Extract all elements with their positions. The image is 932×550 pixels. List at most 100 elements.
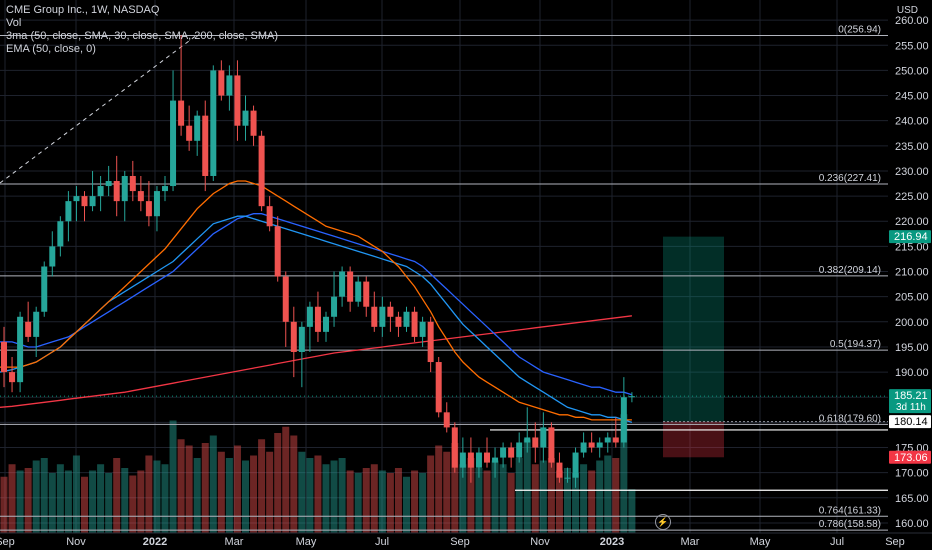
candle-body-22 bbox=[178, 100, 185, 126]
volume-bar-72 bbox=[580, 464, 588, 533]
candle-body-47 bbox=[379, 306, 386, 327]
fib-label-2: 0.382(209.14) bbox=[819, 265, 881, 276]
y-tick-label-12: 220.00 bbox=[895, 216, 929, 228]
ema50-line bbox=[0, 180, 632, 421]
volume-bar-73 bbox=[588, 470, 596, 533]
candle-body-50 bbox=[403, 311, 410, 327]
volume-bar-9 bbox=[72, 455, 80, 533]
candle-body-3 bbox=[25, 321, 32, 337]
price-tag-label-0: 216.94 bbox=[894, 231, 928, 243]
lightning-icon[interactable]: ⚡ bbox=[655, 514, 671, 530]
candle-body-27 bbox=[218, 70, 225, 96]
candle-body-15 bbox=[121, 175, 128, 202]
candle-body-35 bbox=[282, 276, 289, 322]
x-tick-label-1: Nov bbox=[66, 536, 86, 548]
candle-body-55 bbox=[443, 412, 450, 428]
volume-bar-28 bbox=[225, 458, 233, 533]
x-tick-label-9: Mar bbox=[681, 536, 700, 548]
target-zone bbox=[663, 236, 724, 422]
volume-bar-20 bbox=[161, 464, 169, 533]
volume-bar-3 bbox=[24, 468, 32, 533]
x-tick-label-6: Sep bbox=[450, 536, 470, 548]
volume-bar-65 bbox=[523, 439, 531, 533]
candle-body-21 bbox=[170, 100, 177, 187]
candle-body-41 bbox=[331, 296, 338, 317]
volume-bar-76 bbox=[612, 458, 620, 533]
volume-bar-30 bbox=[242, 460, 249, 533]
candle-body-0 bbox=[1, 341, 7, 373]
y-tick-label-1: 165.00 bbox=[895, 493, 929, 505]
candle-body-52 bbox=[419, 321, 426, 337]
volume-bar-74 bbox=[596, 460, 604, 533]
candle-body-39 bbox=[314, 306, 321, 332]
y-tick-label-19: 255.00 bbox=[895, 40, 929, 52]
y-tick-label-2: 170.00 bbox=[895, 468, 929, 480]
volume-indicator-label[interactable]: Vol bbox=[6, 17, 22, 29]
volume-bar-45 bbox=[362, 468, 370, 533]
candle-body-69 bbox=[556, 462, 563, 478]
volume-bar-24 bbox=[193, 458, 201, 533]
volume-bar-34 bbox=[274, 433, 282, 533]
volume-bar-70 bbox=[564, 468, 571, 533]
volume-bar-71 bbox=[572, 473, 580, 533]
candle-body-9 bbox=[73, 196, 80, 202]
candle-body-37 bbox=[298, 326, 305, 352]
candle-body-33 bbox=[266, 206, 273, 227]
volume-bar-21 bbox=[169, 420, 177, 533]
y-tick-label-6: 190.00 bbox=[895, 367, 929, 379]
volume-bar-36 bbox=[290, 435, 298, 533]
candle-body-63 bbox=[508, 447, 515, 458]
volume-bar-75 bbox=[604, 455, 612, 533]
volume-bar-32 bbox=[258, 439, 266, 533]
ema-indicator-label[interactable]: EMA (50, close, 0) bbox=[6, 43, 96, 55]
candle-body-66 bbox=[532, 437, 539, 448]
candle-body-65 bbox=[524, 437, 531, 443]
volume-bar-26 bbox=[209, 435, 217, 533]
volume-bar-61 bbox=[491, 460, 499, 533]
y-tick-label-9: 205.00 bbox=[895, 292, 929, 304]
volume-bar-4 bbox=[32, 460, 40, 533]
volume-bar-11 bbox=[89, 470, 97, 533]
candle-body-1 bbox=[9, 372, 16, 383]
candle-body-59 bbox=[475, 452, 482, 468]
price-tag-label-2: 180.14 bbox=[894, 416, 928, 428]
volume-bar-0 bbox=[0, 476, 8, 533]
candle-body-31 bbox=[250, 110, 257, 136]
y-tick-label-7: 195.00 bbox=[895, 342, 929, 354]
candle-body-61 bbox=[492, 457, 499, 463]
x-tick-label-11: Jul bbox=[830, 536, 844, 548]
candle-body-13 bbox=[105, 181, 112, 187]
candle-body-8 bbox=[65, 201, 72, 222]
candle-body-7 bbox=[57, 221, 64, 247]
volume-bar-8 bbox=[64, 470, 72, 533]
volume-bar-33 bbox=[266, 451, 274, 533]
candle-body-20 bbox=[162, 186, 168, 192]
candle-body-46 bbox=[371, 306, 378, 327]
volume-bar-37 bbox=[298, 451, 306, 533]
candle-body-44 bbox=[355, 281, 362, 302]
y-tick-label-0: 160.00 bbox=[895, 518, 929, 530]
symbol-title[interactable]: CME Group Inc., 1W, NASDAQ bbox=[6, 4, 160, 16]
x-tick-label-12: Sep bbox=[885, 536, 905, 548]
volume-bar-57 bbox=[459, 464, 467, 533]
y-tick-label-20: 260.00 bbox=[895, 15, 929, 27]
price-tag-bg-1 bbox=[889, 389, 931, 414]
candle-body-48 bbox=[387, 306, 394, 317]
volume-bar-1 bbox=[8, 464, 16, 533]
volume-bar-12 bbox=[97, 464, 105, 533]
volume-bar-10 bbox=[81, 476, 88, 533]
trend-line bbox=[0, 35, 197, 184]
fib-label-3: 0.5(194.37) bbox=[830, 339, 881, 350]
price-tag-label-3: 173.06 bbox=[894, 452, 928, 464]
moving-average-indicator-label[interactable]: 3ma (50, close, SMA, 30, close, SMA, 200… bbox=[6, 30, 279, 42]
volume-bar-53 bbox=[427, 455, 435, 533]
x-tick-label-0: Sep bbox=[0, 536, 15, 548]
volume-bar-62 bbox=[499, 464, 507, 533]
volume-bar-67 bbox=[539, 460, 547, 533]
volume-bar-78 bbox=[628, 489, 636, 533]
candle-body-24 bbox=[194, 115, 201, 141]
candle-body-34 bbox=[274, 226, 281, 277]
volume-bar-63 bbox=[507, 473, 515, 533]
x-tick-label-2: 2022 bbox=[143, 536, 167, 548]
